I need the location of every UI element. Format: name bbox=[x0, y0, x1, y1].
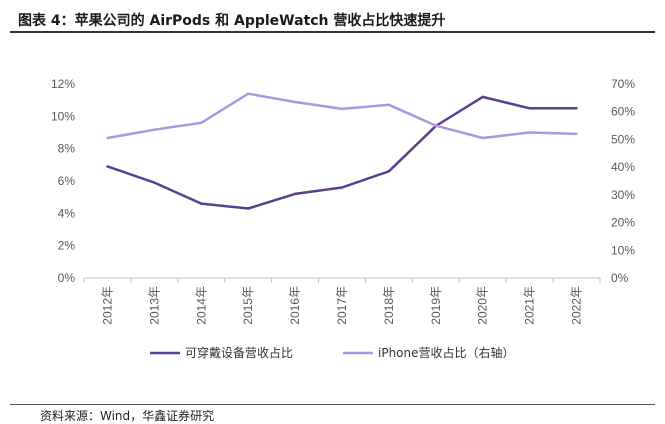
right-axis-tick-label: 30% bbox=[611, 188, 635, 202]
right-axis-tick-label: 40% bbox=[611, 160, 635, 174]
left-axis-tick-label: 10% bbox=[51, 109, 75, 123]
right-axis-tick-label: 10% bbox=[611, 243, 635, 257]
left-axis-tick-label: 2% bbox=[58, 239, 76, 253]
chart-title: 图表 4：苹果公司的 AirPods 和 AppleWatch 营收占比快速提升 bbox=[18, 13, 446, 29]
data-point bbox=[340, 186, 344, 189]
chart-legend: 可穿戴设备营收占比 iPhone营收占比（右轴） bbox=[150, 345, 515, 360]
chart-axes bbox=[83, 277, 601, 283]
data-point bbox=[106, 165, 109, 168]
data-point bbox=[434, 124, 438, 127]
title-divider bbox=[10, 31, 655, 33]
x-axis-tick-label: 2019年 bbox=[429, 286, 443, 325]
left-axis-tick-label: 8% bbox=[58, 142, 76, 156]
right-axis-tick-label: 70% bbox=[611, 77, 635, 91]
data-point bbox=[387, 170, 391, 173]
left-axis-tick-label: 0% bbox=[58, 271, 76, 285]
left-axis-tick-label: 12% bbox=[51, 77, 75, 91]
left-axis-tick-label: 4% bbox=[58, 206, 76, 220]
data-point bbox=[293, 100, 297, 104]
data-point bbox=[153, 181, 156, 184]
data-point bbox=[387, 103, 391, 106]
legend-label: iPhone营收占比（右轴） bbox=[378, 345, 515, 360]
data-point bbox=[200, 121, 203, 125]
series-line-iphone bbox=[107, 92, 577, 140]
legend-label: 可穿戴设备营收占比 bbox=[185, 345, 293, 360]
data-point bbox=[481, 95, 484, 99]
data-point bbox=[528, 107, 531, 110]
right-axis-tick-label: 0% bbox=[611, 271, 629, 285]
x-axis-tick-label: 2014年 bbox=[194, 286, 208, 325]
right-axis-tick-label: 60% bbox=[611, 105, 635, 119]
data-point bbox=[528, 131, 531, 134]
x-axis-tick-label: 2022年 bbox=[570, 286, 584, 325]
data-point bbox=[246, 92, 250, 95]
x-axis-tick-label: 2018年 bbox=[382, 286, 396, 325]
data-point bbox=[200, 202, 203, 205]
series-line-wearables bbox=[107, 95, 577, 210]
data-point bbox=[293, 192, 297, 196]
data-point bbox=[106, 136, 109, 140]
data-point bbox=[246, 207, 250, 210]
right-axis-tick-label: 20% bbox=[611, 216, 635, 230]
data-point bbox=[340, 107, 344, 111]
x-axis-tick-label: 2013年 bbox=[147, 286, 161, 325]
x-axis-tick-label: 2017年 bbox=[335, 286, 349, 325]
x-axis-tick-label: 2015年 bbox=[241, 286, 255, 325]
right-axis-ticks: 0% 10% 20% 30% 40% 50% 60% 70% bbox=[611, 77, 635, 285]
data-point bbox=[153, 128, 156, 131]
source-note: 资料来源：Wind，华鑫证券研究 bbox=[40, 409, 215, 423]
left-axis-tick-label: 6% bbox=[58, 174, 76, 188]
right-axis-tick-label: 50% bbox=[611, 132, 635, 146]
data-point bbox=[481, 136, 484, 140]
data-point bbox=[575, 107, 578, 110]
x-axis-tick-label: 2012年 bbox=[100, 286, 114, 325]
x-axis-tick-label: 2016年 bbox=[288, 286, 302, 325]
x-axis-tick-label: 2020年 bbox=[476, 286, 490, 325]
x-axis-tick-label: 2021年 bbox=[523, 286, 537, 325]
data-point bbox=[575, 132, 578, 136]
left-axis-ticks: 0% 2% 4% 6% 8% 10% 12% bbox=[51, 77, 75, 285]
x-axis-ticks: 2012年 2013年 2014年 2015年 2016年 2017年 2018年 2019年… bbox=[100, 286, 583, 325]
source-divider bbox=[10, 404, 655, 405]
chart-series bbox=[106, 92, 578, 210]
